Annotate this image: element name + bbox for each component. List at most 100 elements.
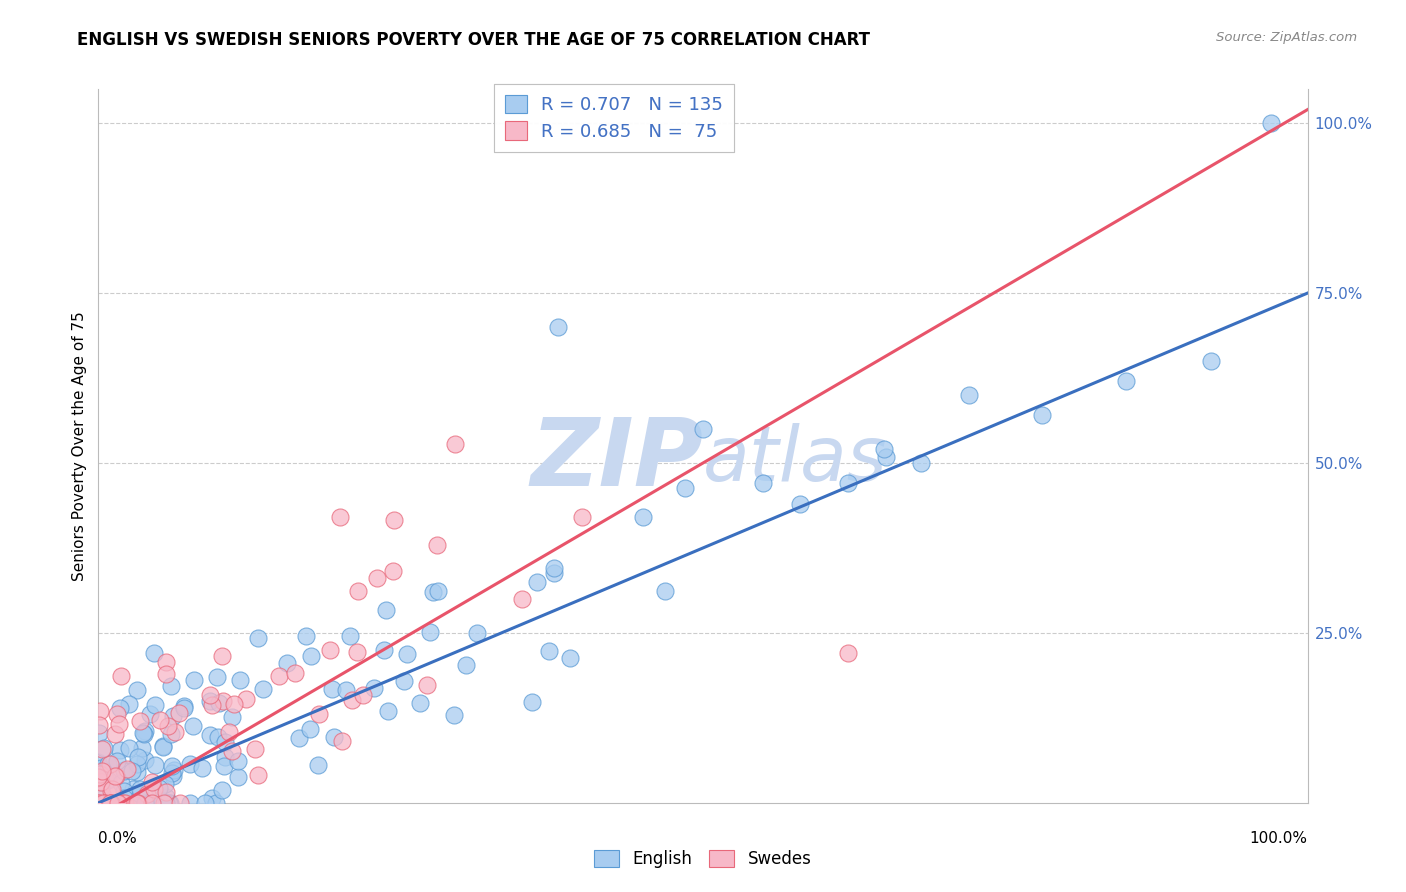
Point <box>97 772 120 787</box>
Point <box>104 769 127 783</box>
Point <box>537 644 560 658</box>
Point <box>141 774 163 789</box>
Point <box>910 456 932 470</box>
Point <box>112 764 135 778</box>
Point <box>105 796 128 810</box>
Point <box>319 643 342 657</box>
Point <box>211 648 233 663</box>
Point <box>543 560 565 574</box>
Point <box>1031 409 1053 423</box>
Point <box>105 754 128 768</box>
Point <box>100 796 122 810</box>
Point <box>329 510 352 524</box>
Point <box>307 758 329 772</box>
Point <box>288 731 311 745</box>
Point <box>141 796 163 810</box>
Point <box>159 796 181 810</box>
Point <box>837 646 859 660</box>
Point <box>340 693 363 707</box>
Point <box>211 783 233 797</box>
Point <box>252 681 274 696</box>
Point <box>108 796 131 810</box>
Point <box>526 575 548 590</box>
Point <box>149 714 172 728</box>
Point <box>183 673 205 687</box>
Text: 0.0%: 0.0% <box>98 831 138 847</box>
Point <box>98 796 121 810</box>
Point <box>134 724 156 739</box>
Point <box>392 673 415 688</box>
Point <box>295 629 318 643</box>
Point <box>96 794 118 808</box>
Point <box>1115 375 1137 389</box>
Point <box>205 796 228 810</box>
Point <box>94 796 117 810</box>
Point <box>89 718 111 732</box>
Y-axis label: Seniors Poverty Over the Age of 75: Seniors Poverty Over the Age of 75 <box>72 311 87 581</box>
Point <box>125 796 148 810</box>
Point <box>1199 354 1222 368</box>
Point <box>104 727 127 741</box>
Point <box>692 422 714 436</box>
Point <box>465 625 488 640</box>
Point <box>121 764 143 778</box>
Point <box>112 796 135 810</box>
Point <box>143 758 166 772</box>
Point <box>308 706 330 721</box>
Point <box>122 796 145 810</box>
Point <box>330 734 353 748</box>
Point <box>94 773 117 788</box>
Point <box>110 743 132 757</box>
Point <box>205 670 228 684</box>
Point <box>198 728 221 742</box>
Point <box>112 791 135 805</box>
Point <box>125 765 148 780</box>
Point <box>89 796 111 810</box>
Point <box>148 781 170 796</box>
Point <box>222 698 245 712</box>
Point <box>162 766 184 780</box>
Point <box>226 770 249 784</box>
Point <box>409 696 432 710</box>
Point <box>98 796 121 810</box>
Point <box>1260 116 1282 130</box>
Point <box>91 788 114 802</box>
Point <box>155 666 177 681</box>
Point <box>110 776 132 790</box>
Point <box>118 740 141 755</box>
Point <box>179 757 201 772</box>
Point <box>789 497 811 511</box>
Text: Source: ZipAtlas.com: Source: ZipAtlas.com <box>1216 31 1357 45</box>
Point <box>150 794 173 808</box>
Point <box>169 796 191 810</box>
Point <box>90 780 112 794</box>
Point <box>235 692 257 706</box>
Point <box>218 724 240 739</box>
Point <box>373 643 395 657</box>
Point <box>132 725 155 739</box>
Point <box>105 796 128 810</box>
Point <box>90 761 112 775</box>
Point <box>152 739 174 753</box>
Point <box>142 796 165 810</box>
Point <box>179 796 201 810</box>
Point <box>456 657 478 672</box>
Point <box>107 707 129 722</box>
Point <box>100 784 122 798</box>
Point <box>363 681 385 696</box>
Point <box>104 796 127 810</box>
Point <box>142 646 165 660</box>
Point <box>200 688 222 702</box>
Point <box>416 678 439 692</box>
Point <box>155 777 177 791</box>
Point <box>91 796 114 810</box>
Point <box>366 571 388 585</box>
Point <box>110 796 132 810</box>
Point <box>89 774 111 789</box>
Point <box>212 759 235 773</box>
Point <box>87 755 110 769</box>
Point <box>190 761 212 775</box>
Point <box>229 673 252 688</box>
Point <box>201 698 224 712</box>
Point <box>127 750 149 764</box>
